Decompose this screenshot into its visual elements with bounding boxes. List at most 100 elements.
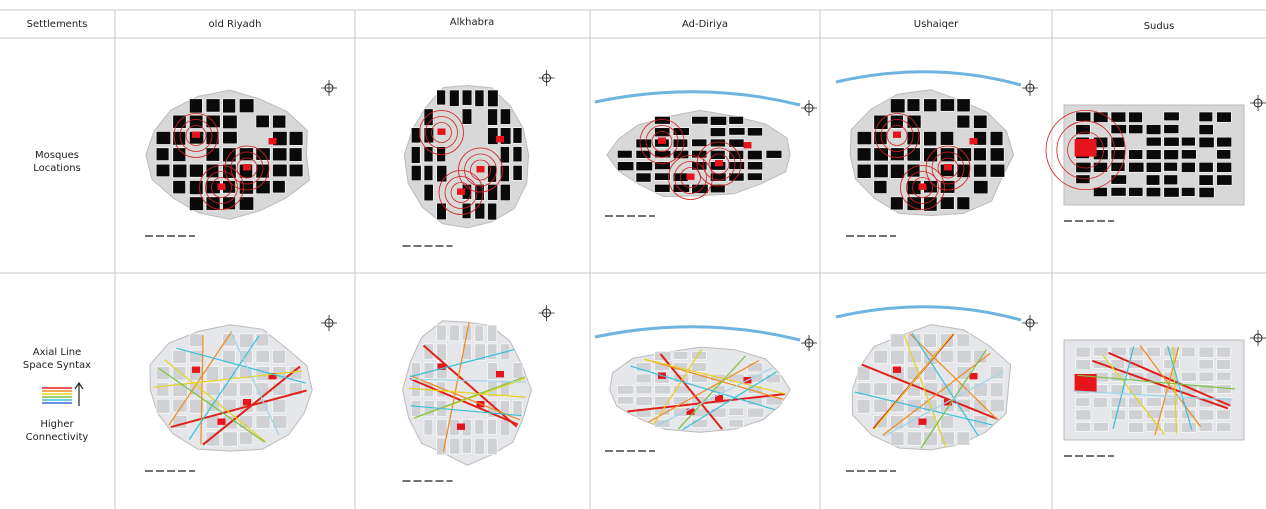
axial-line	[168, 331, 233, 426]
block	[1216, 111, 1232, 123]
block	[222, 349, 236, 364]
mosque	[457, 423, 465, 430]
block	[172, 131, 186, 146]
catchment-ring	[696, 141, 742, 187]
block	[1216, 136, 1233, 148]
block	[940, 180, 956, 194]
block	[989, 398, 1005, 413]
block	[239, 382, 253, 397]
block	[1075, 422, 1091, 432]
catchment-ring	[431, 122, 452, 143]
block	[423, 183, 434, 202]
block	[956, 147, 972, 162]
catchment-ring	[900, 165, 945, 210]
block	[512, 146, 523, 163]
block	[654, 127, 671, 138]
wadi	[594, 325, 801, 342]
block	[1163, 149, 1179, 160]
block	[1181, 136, 1196, 147]
block	[487, 343, 498, 360]
block	[222, 131, 238, 145]
block	[1216, 359, 1231, 370]
block	[1128, 409, 1144, 420]
connectivity-legend	[42, 381, 84, 406]
compass-cross	[1022, 315, 1038, 331]
block	[1216, 422, 1232, 432]
block	[1163, 161, 1178, 172]
axial-line	[414, 376, 526, 419]
block	[272, 114, 287, 129]
block	[923, 333, 937, 348]
catchment-ring	[906, 171, 939, 204]
axial-line	[647, 360, 760, 423]
block	[1128, 111, 1143, 123]
block	[272, 147, 288, 162]
block	[272, 382, 287, 396]
block	[436, 165, 448, 183]
block	[499, 183, 511, 201]
mosque	[476, 166, 485, 173]
block	[436, 418, 448, 437]
block	[654, 172, 671, 181]
axial-line	[170, 389, 307, 429]
mosque	[496, 136, 504, 143]
block	[487, 108, 498, 126]
block	[1163, 124, 1180, 134]
catchment-ring	[925, 145, 971, 191]
block	[906, 147, 921, 162]
block	[973, 163, 987, 178]
block	[155, 147, 170, 161]
block	[172, 349, 187, 364]
block	[239, 98, 255, 113]
mosque	[715, 395, 723, 402]
map	[594, 325, 817, 452]
block	[512, 165, 523, 181]
block	[1128, 124, 1144, 134]
mosque	[437, 363, 446, 370]
catchment-ring	[470, 159, 491, 181]
block	[461, 343, 472, 361]
block	[189, 333, 205, 347]
mosque	[192, 366, 200, 373]
catchment-ring	[708, 153, 730, 175]
block	[423, 165, 434, 181]
block	[474, 202, 486, 220]
maps	[145, 70, 1266, 482]
block	[691, 183, 709, 194]
block	[973, 147, 987, 162]
block	[1110, 149, 1126, 160]
block	[474, 437, 485, 455]
block	[474, 89, 485, 107]
mosque	[715, 160, 723, 167]
block	[205, 196, 221, 211]
block	[222, 114, 238, 129]
axial-line	[1108, 351, 1231, 407]
mosque	[457, 188, 465, 195]
mosque	[918, 183, 927, 190]
block	[474, 343, 486, 361]
block	[1075, 346, 1091, 358]
block	[617, 150, 633, 159]
block	[1216, 371, 1232, 382]
block	[1198, 174, 1214, 186]
mosque	[686, 408, 695, 415]
compass-cross	[1022, 80, 1038, 96]
axial-line	[410, 375, 521, 421]
axial-line	[854, 391, 993, 426]
block	[288, 163, 304, 178]
block	[205, 163, 220, 179]
block	[1181, 149, 1197, 160]
mosque	[969, 373, 978, 380]
mosque	[686, 173, 695, 180]
map	[1063, 330, 1266, 457]
block	[956, 333, 971, 348]
block	[449, 437, 461, 455]
block	[873, 147, 889, 162]
block	[1110, 161, 1126, 172]
mosque	[268, 373, 277, 380]
block	[1128, 187, 1144, 197]
block	[423, 108, 434, 126]
axial-line	[188, 335, 260, 440]
block	[1093, 422, 1109, 432]
block	[873, 180, 888, 194]
